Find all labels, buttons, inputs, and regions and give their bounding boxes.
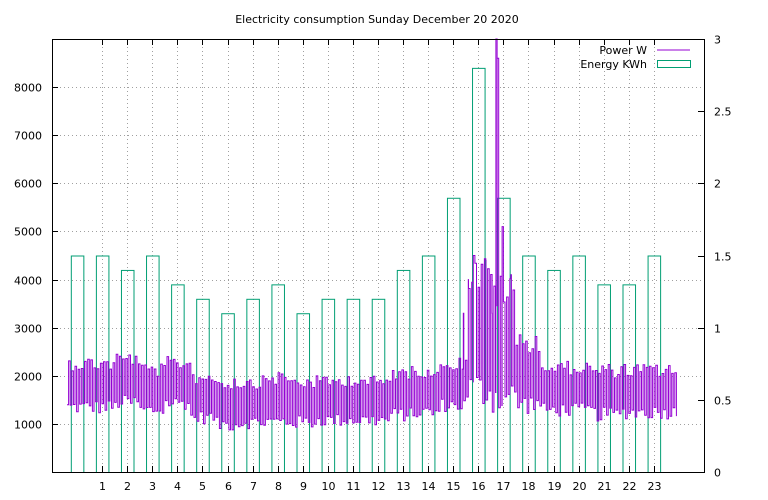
y-right-tick-label: 0 [714,467,721,480]
y-left-tick-label: 4000 [14,275,42,288]
legend-label-power: Power W [599,44,647,57]
y-left-tick-label: 2000 [14,371,42,384]
x-tick-label: 13 [397,480,411,493]
x-tick-label: 4 [174,480,181,493]
y-left-tick-label: 8000 [14,82,42,95]
energy-bar [146,255,160,473]
x-tick-label: 5 [199,480,206,493]
power-line-path [67,38,677,431]
y-left-tick-label: 1000 [14,419,42,432]
y-right-tick-label: 2 [714,178,721,191]
energy-bar [70,255,85,473]
chart-title: Electricity consumption Sunday December … [235,13,519,26]
x-tick-label: 9 [300,480,307,493]
y-left-tick-label: 5000 [14,226,42,239]
x-tick-label: 23 [648,480,662,493]
y-right-tick-label: 1.5 [714,251,732,264]
y-right-tick-label: 1 [714,323,721,336]
y-left-tick-label: 6000 [14,178,42,191]
y-right-tick-label: 3 [714,34,721,47]
x-tick-label: 20 [573,480,587,493]
legend: Power W Energy KWh [580,44,691,71]
x-tick-label: 8 [275,480,282,493]
x-tick-label: 16 [472,480,486,493]
x-axis: 1 2 3 4 5 6 7 8 9 10 11 12 13 14 15 16 17 18 19 20 21 22 23 [99,39,662,493]
x-tick-label: 17 [497,480,511,493]
power-line [67,38,677,431]
y-right-tick-label: 0.5 [714,395,732,408]
x-tick-label: 7 [250,480,257,493]
legend-label-energy: Energy KWh [580,58,647,71]
x-tick-label: 18 [522,480,536,493]
x-tick-label: 10 [322,480,336,493]
x-tick-label: 14 [422,480,436,493]
x-tick-label: 22 [623,480,637,493]
x-tick-label: 3 [149,480,156,493]
energy-bar [647,255,662,473]
x-tick-label: 11 [347,480,361,493]
energy-bars [70,67,662,473]
x-tick-label: 2 [124,480,131,493]
energy-bar [421,255,436,473]
x-tick-label: 1 [99,480,106,493]
y-right-tick-label: 2.5 [714,106,732,119]
x-tick-label: 15 [447,480,461,493]
y-left-tick-label: 3000 [14,323,42,336]
energy-bar [246,298,260,473]
y-axis-left: 1000 2000 3000 4000 5000 6000 7000 8000 [14,82,58,432]
y-left-tick-label: 7000 [14,130,42,143]
x-tick-label: 19 [548,480,562,493]
y-axis-right: 0 0.5 1 1.5 2 2.5 3 [698,34,732,480]
x-tick-label: 6 [225,480,232,493]
x-tick-label: 12 [372,480,386,493]
x-tick-label: 21 [598,480,612,493]
energy-bar [572,255,586,473]
legend-swatch-energy [657,60,691,68]
